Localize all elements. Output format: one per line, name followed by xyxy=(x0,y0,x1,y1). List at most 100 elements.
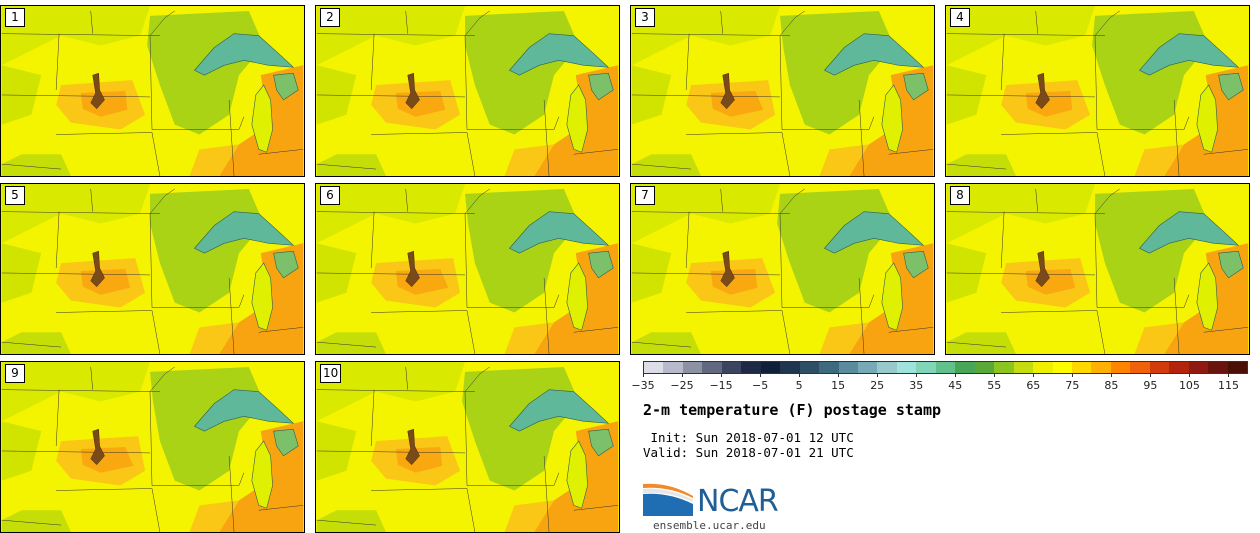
light-green-area xyxy=(316,184,466,244)
colorbar-segment xyxy=(819,362,839,373)
state-border xyxy=(467,116,560,130)
colorbar-tick xyxy=(916,373,918,377)
state-border xyxy=(316,519,377,526)
postage-stamp-panel[interactable]: 7 xyxy=(630,183,935,355)
light-green-area xyxy=(1,362,151,422)
lake-huron xyxy=(903,72,929,101)
colorbar-segment xyxy=(896,362,917,373)
panel-label: 3 xyxy=(635,8,655,27)
colorbar-segment xyxy=(1188,362,1209,373)
postage-stamp-panel[interactable]: 9 xyxy=(0,361,305,533)
green-area xyxy=(631,154,701,176)
state-border xyxy=(1097,294,1190,308)
green-area xyxy=(316,510,386,532)
colorbar-tick xyxy=(955,373,957,377)
postage-stamp-panel[interactable]: 5 xyxy=(0,183,305,355)
website-url[interactable]: ensemble.ucar.edu xyxy=(653,519,766,532)
state-border xyxy=(151,132,161,176)
state-border xyxy=(152,116,245,130)
lake-huron xyxy=(273,428,299,457)
colorbar-tick-label: 25 xyxy=(870,379,885,392)
postage-stamp-panel[interactable]: 8 xyxy=(945,183,1250,355)
orange-area xyxy=(189,322,239,354)
state-border xyxy=(316,211,475,214)
temperature-map xyxy=(316,6,619,176)
state-border xyxy=(720,188,723,212)
temperature-map xyxy=(316,184,619,354)
postage-stamp-panel[interactable]: 4 xyxy=(945,5,1250,177)
light-green-area xyxy=(1,421,42,481)
state-border xyxy=(1094,213,1098,308)
state-border xyxy=(782,116,875,130)
colorbar-segment xyxy=(1208,362,1228,373)
state-border xyxy=(631,33,790,36)
postage-stamp-panel[interactable]: 3 xyxy=(630,5,935,177)
light-green-area xyxy=(946,243,987,303)
colorbar-tick xyxy=(838,373,840,377)
lake-superior xyxy=(194,211,295,254)
lake-michigan xyxy=(251,84,273,153)
state-border xyxy=(781,132,791,176)
state-border xyxy=(405,366,408,390)
state-border xyxy=(258,327,304,333)
colorbar-segment xyxy=(799,362,820,373)
state-border xyxy=(686,310,783,313)
state-border xyxy=(56,488,153,491)
state-border xyxy=(464,35,468,130)
state-border xyxy=(1203,149,1249,155)
ncar-logo-text: NCAR xyxy=(697,484,779,519)
temperature-map xyxy=(946,184,1249,354)
colorbar-segment xyxy=(1071,362,1092,373)
lake-michigan xyxy=(1196,84,1218,153)
state-border xyxy=(258,149,304,155)
state-border xyxy=(464,213,468,308)
light-green-area xyxy=(1,184,151,244)
colorbar-tick-label: −35 xyxy=(631,379,655,392)
lake-superior xyxy=(194,33,295,76)
state-border xyxy=(149,213,153,308)
lake-michigan xyxy=(881,84,903,153)
lake-huron xyxy=(273,250,299,279)
state-border xyxy=(56,310,153,313)
light-green-area xyxy=(946,65,987,125)
light-green-area xyxy=(946,184,1096,244)
state-border xyxy=(1094,35,1098,130)
state-border xyxy=(258,505,304,511)
state-border xyxy=(1096,132,1106,176)
colorbar-tick-label: 5 xyxy=(795,379,803,392)
colorbar-tick xyxy=(1228,373,1230,377)
state-border xyxy=(466,132,476,176)
postage-stamp-panel[interactable]: 10 xyxy=(315,361,620,533)
colorbar-tick-label: −15 xyxy=(709,379,733,392)
lake-huron xyxy=(588,250,614,279)
colorbar-tick-label: 15 xyxy=(831,379,846,392)
orange-area xyxy=(1025,91,1073,117)
state-border xyxy=(1000,211,1005,269)
green-area xyxy=(1,510,71,532)
colorbar-tick xyxy=(1150,373,1152,377)
state-border xyxy=(1096,310,1106,354)
state-border xyxy=(1203,327,1249,333)
colorbar-tick-label: 65 xyxy=(1026,379,1041,392)
colorbar-segment xyxy=(935,362,956,373)
temperature-map xyxy=(1,6,304,176)
colorbar-segment xyxy=(1130,362,1150,373)
state-border xyxy=(370,211,375,269)
black-hills xyxy=(405,250,420,288)
postage-stamp-panel[interactable]: 2 xyxy=(315,5,620,177)
colorbar-segment xyxy=(702,362,722,373)
state-border xyxy=(466,310,476,354)
state-border xyxy=(466,488,476,532)
state-border xyxy=(371,488,468,491)
state-border xyxy=(781,310,791,354)
colorbar-tick xyxy=(1111,373,1113,377)
state-border xyxy=(779,35,783,130)
state-border xyxy=(316,163,377,170)
colorbar-segment xyxy=(974,362,995,373)
state-border xyxy=(149,10,175,36)
panel-label: 10 xyxy=(320,364,342,383)
lake-michigan xyxy=(881,262,903,331)
postage-stamp-panel[interactable]: 1 xyxy=(0,5,305,177)
postage-stamp-panel[interactable]: 6 xyxy=(315,183,620,355)
orange-area xyxy=(1134,144,1184,176)
